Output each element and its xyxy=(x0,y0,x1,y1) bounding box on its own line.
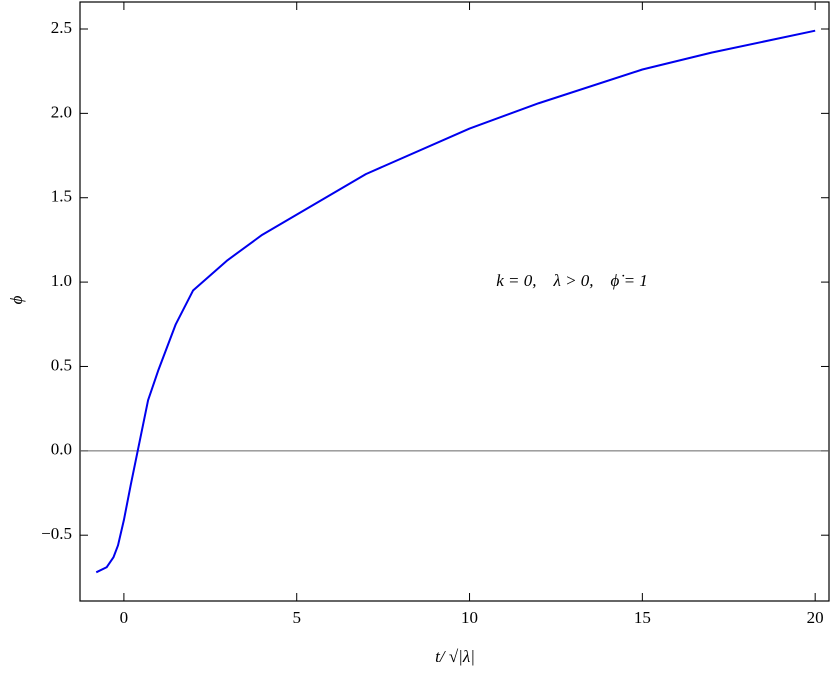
x-tick-label: 20 xyxy=(807,608,824,627)
x-tick-label: 0 xyxy=(120,608,129,627)
y-tick-label: 1.0 xyxy=(51,271,72,290)
y-tick-label: 1.5 xyxy=(51,187,72,206)
x-axis-label: t/ √|λ| xyxy=(435,647,475,666)
series-line xyxy=(95,29,816,574)
y-tick-label: 2.5 xyxy=(51,18,72,37)
y-tick-label: −0.5 xyxy=(41,524,72,543)
x-tick-label: 5 xyxy=(292,608,301,627)
x-tick-label: 10 xyxy=(461,608,478,627)
x-tick-label: 15 xyxy=(634,608,651,627)
y-axis-label: ϕ xyxy=(7,295,26,304)
plot-frame xyxy=(79,1,830,602)
y-tick-label: 0.5 xyxy=(51,355,72,374)
y-tick-label: 2.0 xyxy=(51,102,72,121)
annotation: k = 0, λ > 0, ϕ̇ = 1 xyxy=(496,271,648,290)
y-tick-label: 0.0 xyxy=(51,440,72,459)
